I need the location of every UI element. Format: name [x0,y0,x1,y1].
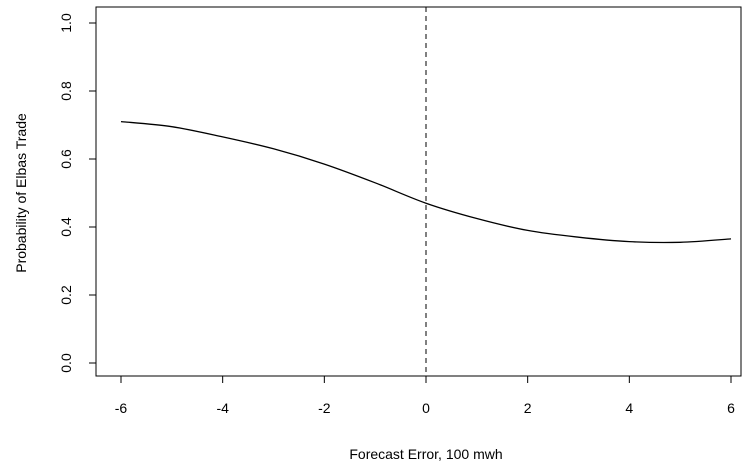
y-tick-label: 0.4 [58,217,74,237]
series-line [120,120,732,244]
y-axis: 0.0 0.2 0.4 0.6 0.8 1.0 [58,13,97,373]
x-tick-label: 2 [524,400,532,416]
x-tick-label: 6 [727,400,735,416]
x-tick-label: -6 [115,400,128,416]
y-axis-title: Probability of Elbas Trade [13,113,29,273]
y-tick-label: 0.8 [58,81,74,101]
y-tick-label: 1.0 [58,13,74,33]
x-tick-label: -4 [216,400,229,416]
plot-frame [95,6,742,377]
y-tick-label: 0.2 [58,285,74,305]
x-tick-label: 0 [422,400,430,416]
x-axis-title: Forecast Error, 100 mwh [349,446,502,462]
y-tick-label: 0.0 [58,353,74,373]
y-tick-label: 0.6 [58,149,74,169]
x-tick-label: 4 [625,400,633,416]
x-axis: -6 -4 -2 0 2 4 6 [115,375,735,416]
x-tick-label: -2 [318,400,331,416]
